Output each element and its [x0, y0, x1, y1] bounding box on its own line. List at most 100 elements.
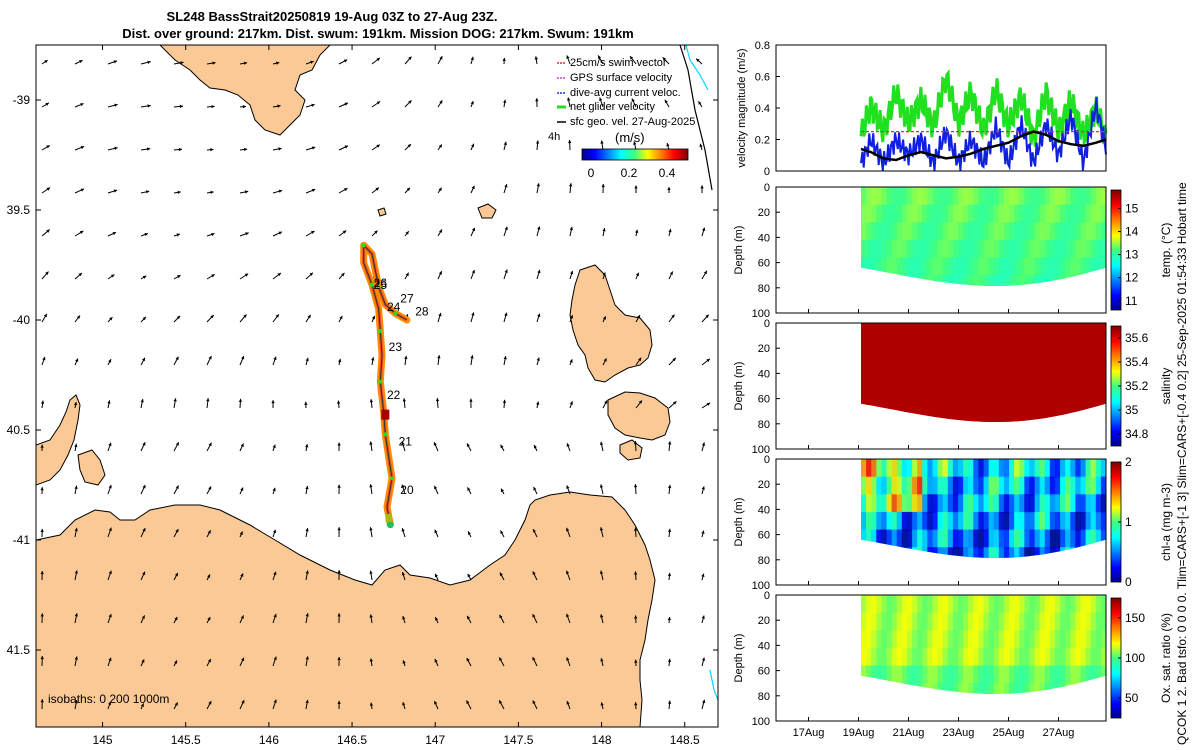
section-cell — [932, 529, 939, 549]
section-cell — [922, 476, 928, 496]
geo-velocity-arrowhead — [469, 398, 473, 402]
geo-velocity-arrowhead — [599, 441, 604, 446]
geo-velocity-arrowhead — [177, 275, 181, 279]
geo-velocity-arrowhead — [406, 187, 410, 192]
map-y-tick-label: -39 — [13, 93, 31, 107]
section-cell — [917, 204, 923, 224]
geo-velocity-arrowhead — [667, 186, 671, 191]
section-cell — [957, 411, 964, 422]
geo-velocity-arrowhead — [404, 355, 408, 360]
section-cell — [1065, 358, 1071, 378]
section-cell — [998, 375, 1005, 395]
geo-velocity-arrowhead — [207, 530, 211, 534]
section-cell — [1009, 340, 1015, 360]
geo-velocity-arrowhead — [471, 185, 475, 190]
section-cell — [1019, 476, 1025, 496]
section-cell — [1080, 595, 1087, 614]
section-cell — [912, 187, 918, 206]
section-cell — [1044, 358, 1051, 378]
geo-velocity-arrowhead — [504, 312, 508, 317]
section-cell — [917, 529, 923, 549]
section-cell — [881, 393, 888, 413]
geo-velocity-arrowhead — [339, 315, 343, 320]
section-cell — [1003, 529, 1010, 549]
section-cell — [973, 411, 979, 422]
colorbar-tick-label: 0 — [1125, 575, 1132, 589]
geo-velocity-arrowhead — [470, 56, 474, 61]
section-cell — [952, 239, 959, 259]
section-cell — [901, 358, 908, 378]
section-cell — [1009, 511, 1015, 531]
section-cell — [917, 630, 923, 650]
geo-velocity-arrowhead — [273, 613, 277, 618]
svg-text:GPS surface velocity: GPS surface velocity — [570, 72, 673, 84]
geo-velocity-arrowhead — [376, 144, 380, 148]
section-cell — [891, 476, 898, 496]
section-cell — [988, 275, 995, 286]
section-cell — [1065, 630, 1071, 650]
section-cell — [1054, 476, 1061, 496]
section-cell — [963, 393, 969, 413]
section-cell — [1070, 239, 1076, 259]
geo-velocity-arrowhead — [175, 442, 179, 446]
section-cell — [1029, 612, 1036, 632]
geo-velocity-arrowhead — [532, 614, 536, 618]
section-cell — [973, 375, 979, 395]
geo-velocity-arrowhead — [208, 701, 212, 705]
section-cell — [1014, 511, 1020, 531]
section-cell — [963, 375, 969, 395]
section-cell — [968, 511, 974, 531]
section-cell — [993, 665, 1000, 685]
section-cell — [871, 358, 877, 378]
section-x-tick-label: 21Aug — [893, 727, 925, 739]
geo-velocity-arrowhead — [503, 99, 507, 104]
section-y-tick-label: 20 — [758, 343, 770, 355]
section-cell — [1090, 222, 1097, 242]
geo-velocity-arrowhead — [305, 444, 309, 448]
section-cell — [891, 375, 898, 395]
section-cell — [1100, 222, 1106, 242]
geo-velocity-arrowhead — [305, 357, 309, 362]
section-cell — [1070, 665, 1076, 685]
section-cell — [947, 476, 954, 496]
geo-velocity-arrowhead — [569, 226, 573, 231]
track-glider-marker — [361, 243, 366, 248]
section-cell — [973, 511, 979, 531]
section-cell — [952, 665, 959, 685]
geo-velocity-arrowhead — [662, 57, 667, 61]
geo-velocity-arrowhead — [343, 188, 348, 192]
section-cell — [1049, 375, 1056, 395]
geo-velocity-arrowhead — [210, 148, 214, 152]
section-cell — [937, 595, 944, 614]
section-cell — [1090, 665, 1097, 685]
section-cell — [963, 494, 969, 514]
section-cell — [871, 511, 877, 531]
section-cell — [978, 683, 984, 694]
section-cell — [1095, 630, 1102, 650]
geo-velocity-arrowhead — [144, 232, 148, 237]
section-cell — [942, 275, 949, 286]
section-cell — [1014, 595, 1020, 614]
section-cell — [891, 630, 898, 650]
section-cell — [1044, 683, 1051, 694]
section-cell — [1100, 393, 1106, 413]
section-cell — [1019, 547, 1025, 558]
section-cell — [901, 239, 908, 259]
section-cell — [861, 630, 867, 650]
geo-velocity-arrowhead — [671, 314, 675, 318]
section-cell — [973, 630, 979, 650]
section-x-tick-label: 23Aug — [943, 727, 975, 739]
section-cell — [942, 257, 949, 277]
section-cell — [881, 630, 888, 650]
land-victoria-east — [679, 45, 713, 191]
geo-velocity-arrowhead — [599, 570, 604, 574]
title-line-1: SL248 BassStrait20250819 19-Aug 03Z to 2… — [167, 9, 498, 24]
geo-velocity-arrowhead — [437, 355, 441, 359]
section-cell — [947, 547, 954, 558]
geo-velocity-arrowhead — [337, 613, 341, 617]
section-cell — [968, 459, 974, 478]
section-cell — [1039, 665, 1046, 685]
section-cell — [1034, 393, 1041, 413]
section-cell — [998, 511, 1005, 531]
section-cell — [1039, 612, 1046, 632]
